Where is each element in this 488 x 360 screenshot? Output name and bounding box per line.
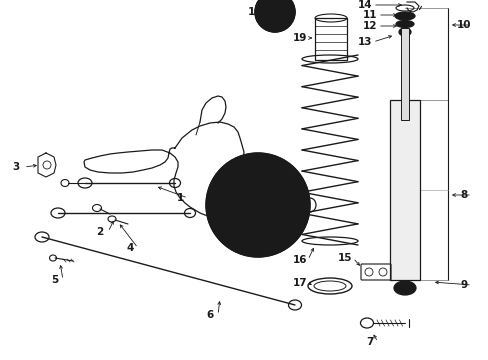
Text: 9: 9 (460, 280, 467, 290)
Text: 17: 17 (292, 278, 306, 288)
Bar (389, 100, 419, 280)
Text: 18: 18 (247, 7, 262, 17)
Text: 14: 14 (357, 0, 371, 10)
Ellipse shape (394, 12, 414, 20)
Bar (400, 28, 408, 120)
Bar (314, 18, 346, 60)
Text: 4: 4 (126, 243, 133, 253)
Text: 13: 13 (357, 37, 371, 47)
Text: 16: 16 (292, 255, 306, 265)
Ellipse shape (398, 28, 410, 36)
Text: 11: 11 (362, 10, 376, 20)
Text: 15: 15 (337, 253, 351, 263)
Text: 19: 19 (292, 33, 306, 43)
Circle shape (254, 0, 294, 32)
Text: 7: 7 (366, 337, 373, 347)
Text: 10: 10 (456, 20, 470, 30)
Text: 8: 8 (459, 190, 467, 200)
Text: 6: 6 (206, 310, 213, 320)
Ellipse shape (393, 281, 415, 295)
Text: 2: 2 (96, 227, 103, 237)
Circle shape (205, 153, 309, 257)
Ellipse shape (395, 21, 413, 27)
Text: 5: 5 (51, 275, 59, 285)
Text: 12: 12 (362, 21, 376, 31)
Text: 3: 3 (12, 162, 20, 172)
Text: 1: 1 (176, 193, 183, 203)
